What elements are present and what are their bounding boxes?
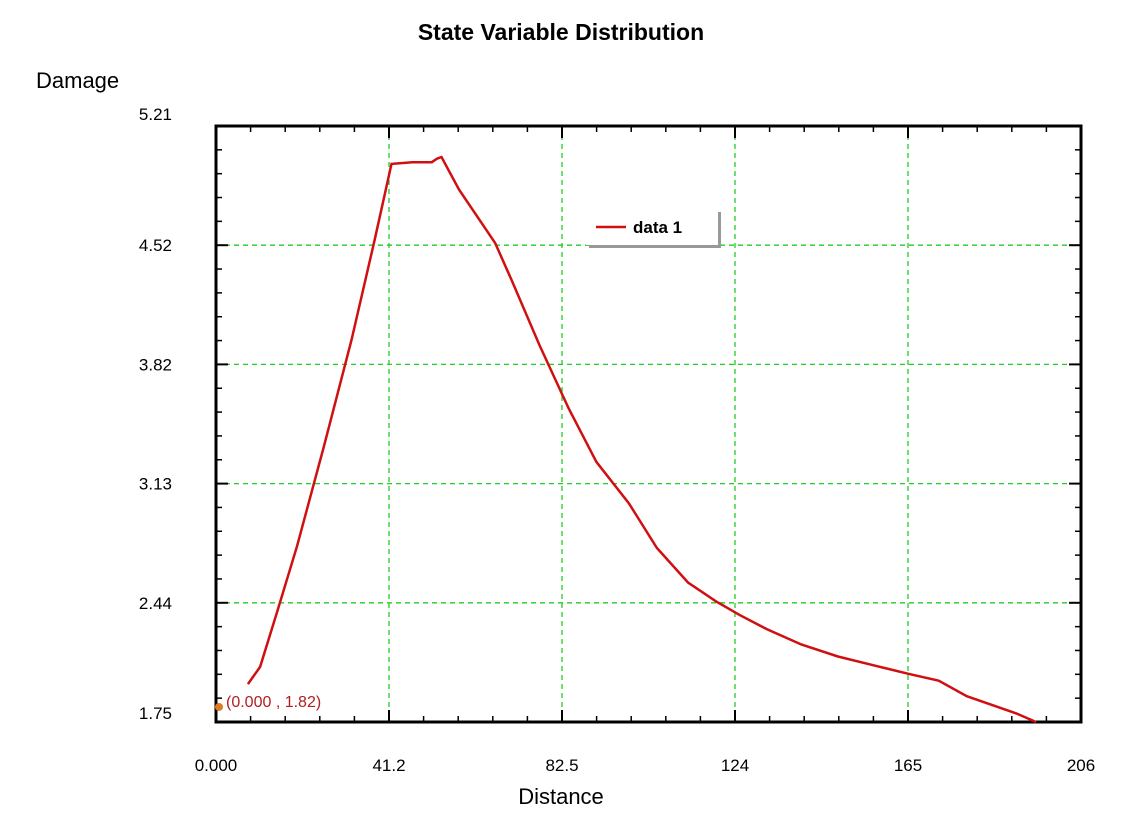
x-tick-label: 41.2 [372,756,405,775]
y-tick-label: 3.82 [139,355,172,374]
series-line-data-1 [246,155,1037,724]
annotation: (0.000 , 1.82) [215,694,321,711]
x-axis-label: Distance [518,784,604,809]
chart-title: State Variable Distribution [418,19,704,45]
y-tick-label: 3.13 [139,475,172,494]
y-tick-label: 4.52 [139,236,172,255]
plot-frame [214,124,1083,724]
x-tick-label: 165 [894,756,922,775]
tick-labels: 0.000 41.2 82.5 124 165 206 5.21 4.52 3.82 3.13 2.… [139,105,1095,775]
legend-label: data 1 [633,218,682,237]
annotation-marker [215,702,223,711]
y-tick-label: 5.21 [139,105,172,124]
x-tick-label: 206 [1067,756,1095,775]
y-tick-label: 2.44 [139,594,172,613]
x-tick-label: 124 [721,756,749,775]
y-tick-label: 1.75 [139,704,172,723]
x-tick-label: 82.5 [545,756,578,775]
y-axis-label: Damage [36,68,119,93]
legend: data 1 [586,209,721,248]
x-tick-label: 0.000 [195,756,238,775]
annotation-label: (0.000 , 1.82) [226,694,321,711]
